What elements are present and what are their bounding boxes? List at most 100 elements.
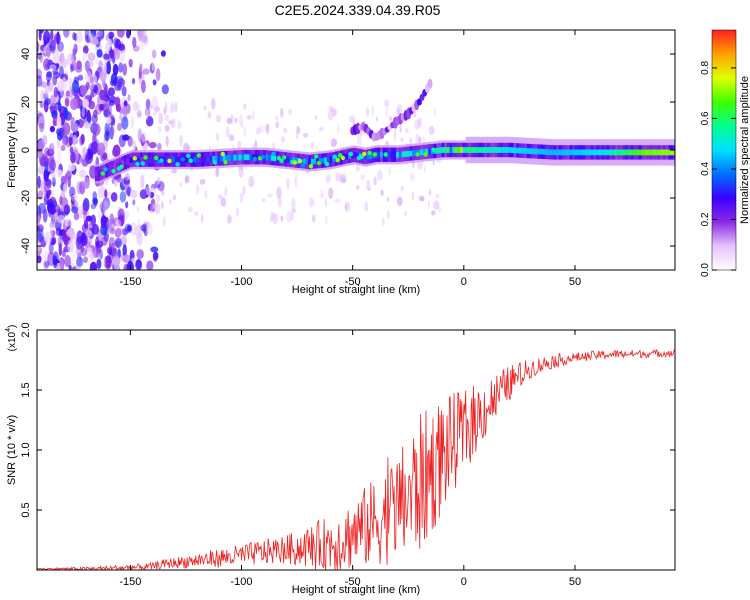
noise-cell bbox=[82, 208, 88, 216]
y-tick-label: 0.5 bbox=[20, 502, 32, 517]
noise-cell bbox=[70, 122, 79, 133]
noise-cell bbox=[122, 228, 128, 236]
snr-y-label: SNR (10 * v/v) bbox=[6, 415, 18, 485]
spectrogram-y-label: Frequency (Hz) bbox=[6, 112, 18, 188]
noise-cell bbox=[48, 143, 55, 155]
ridge-core-cell bbox=[428, 148, 432, 155]
noise-cell bbox=[124, 172, 130, 181]
noise-cell bbox=[92, 123, 101, 136]
ridge-core-cell bbox=[438, 147, 443, 154]
noise-cell bbox=[318, 126, 324, 132]
ridge-blob bbox=[154, 155, 159, 161]
ridge-blob bbox=[111, 169, 116, 174]
noise-cell bbox=[356, 133, 363, 146]
noise-cell bbox=[108, 31, 115, 39]
noise-cell bbox=[295, 133, 299, 140]
noise-cell bbox=[104, 130, 110, 142]
ridge-core-cell bbox=[148, 156, 152, 163]
x-tick-label: -100 bbox=[231, 576, 253, 588]
ridge-core-cell bbox=[420, 149, 424, 156]
noise-cell bbox=[280, 135, 286, 144]
noise-cell bbox=[70, 63, 74, 73]
ridge-core-cell bbox=[526, 148, 531, 154]
noise-cell bbox=[47, 156, 56, 168]
noise-cell bbox=[280, 107, 284, 118]
noise-cell bbox=[296, 126, 301, 135]
ridge-core-cell bbox=[209, 156, 213, 162]
snr-y-ticks: 0.5 1.0 1.5 2.0 bbox=[20, 322, 675, 518]
noise-cell bbox=[67, 239, 75, 253]
noise-cell bbox=[123, 254, 130, 263]
noise-cell bbox=[44, 231, 52, 245]
noise-cell bbox=[114, 97, 121, 105]
noise-cell bbox=[58, 242, 62, 256]
noise-cell bbox=[114, 48, 121, 60]
noise-cell bbox=[334, 198, 341, 203]
noise-cell bbox=[97, 95, 101, 107]
noise-cell bbox=[143, 143, 148, 152]
noise-cell bbox=[423, 165, 426, 173]
noise-cell bbox=[286, 177, 290, 190]
ridge-blob bbox=[340, 155, 346, 161]
ridge-core-cell bbox=[145, 156, 149, 163]
ridge-blob bbox=[338, 153, 343, 158]
noise-cell bbox=[170, 102, 175, 114]
noise-cell bbox=[72, 134, 78, 146]
noise-cell bbox=[66, 228, 74, 238]
noise-cell bbox=[278, 196, 282, 208]
noise-cell bbox=[142, 68, 150, 75]
noise-cell bbox=[151, 49, 157, 59]
ridge-core-cell bbox=[401, 151, 405, 158]
ridge-core-cell bbox=[129, 157, 133, 163]
noise-cell bbox=[154, 106, 161, 112]
ridge-core-cell bbox=[396, 151, 400, 158]
noise-cell bbox=[97, 185, 106, 198]
ridge-core-cell bbox=[118, 161, 122, 168]
snr-x-label: Height of straight line (km) bbox=[292, 584, 420, 596]
noise-cell bbox=[87, 237, 93, 246]
noise-cell bbox=[269, 217, 273, 222]
x-tick-label: -150 bbox=[119, 276, 141, 288]
ridge-core-cell bbox=[326, 157, 331, 163]
ridge-core-cell bbox=[324, 157, 328, 164]
noise-cell bbox=[272, 213, 279, 225]
noise-cell bbox=[57, 101, 62, 112]
ridge-blob bbox=[260, 154, 266, 160]
noise-cell bbox=[49, 125, 56, 133]
ridge-core-cell bbox=[593, 149, 597, 156]
noise-cell bbox=[356, 185, 360, 190]
ridge-core-cell bbox=[185, 156, 189, 163]
ridge-core-cell bbox=[553, 149, 557, 156]
ridge-blob bbox=[100, 171, 106, 176]
y-tick-label: -40 bbox=[20, 238, 32, 254]
ridge-core-cell bbox=[270, 155, 275, 161]
ridge-core-cell bbox=[193, 156, 197, 163]
ridge-core-cell bbox=[620, 149, 624, 156]
y-tick-label: 1.0 bbox=[20, 442, 32, 457]
noise-cell bbox=[132, 139, 137, 152]
noise-cell bbox=[38, 202, 47, 214]
noise-cell bbox=[150, 204, 154, 214]
noise-cell bbox=[81, 147, 86, 160]
noise-cell bbox=[90, 30, 97, 38]
ridge-core-cell bbox=[441, 147, 445, 153]
noise-cell bbox=[152, 79, 157, 86]
ridge-blob bbox=[175, 162, 180, 167]
noise-cell bbox=[430, 210, 436, 216]
ridge-core-cell bbox=[337, 155, 341, 161]
noise-cell bbox=[52, 255, 58, 269]
ridge-core-cell bbox=[623, 149, 627, 156]
noise-cell bbox=[344, 203, 348, 212]
noise-cell bbox=[86, 110, 91, 122]
noise-cell bbox=[280, 215, 284, 222]
ridge-core-cell bbox=[649, 149, 653, 156]
ridge-blob bbox=[314, 154, 319, 159]
colorbar: 0.0 0.2 0.4 0.6 0.8 Normalized spectral ampl… bbox=[700, 29, 750, 277]
noise-cell bbox=[187, 206, 193, 213]
ridge-core-cell bbox=[102, 168, 106, 175]
ridge-core-cell bbox=[446, 147, 451, 153]
noise-cell bbox=[110, 114, 116, 128]
ridge-core-cell bbox=[572, 149, 576, 156]
noise-cell bbox=[272, 142, 275, 150]
ridge-core-cell bbox=[313, 158, 317, 165]
